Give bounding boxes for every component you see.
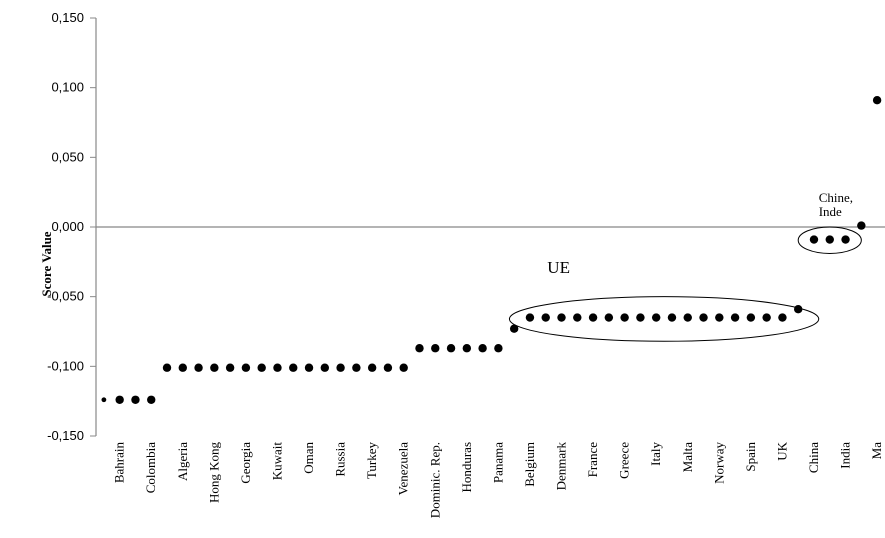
annotation-label: Chine, (819, 190, 853, 205)
data-point (809, 235, 819, 244)
data-point (872, 96, 882, 105)
ue-group-ellipse (508, 296, 820, 342)
data-point (131, 395, 140, 404)
data-point (320, 363, 330, 372)
data-point (147, 395, 156, 404)
x-tick-label: Norway (711, 442, 726, 484)
y-tick-labels: 0,150 0,100 0,050 0,000 -0,050 -0,100 -0,150 (47, 10, 84, 443)
data-point (588, 313, 598, 322)
data-point (178, 363, 187, 372)
x-tick-labels: Bahrain Colombia Algeria Hong Kong Georgia Ku… (112, 441, 884, 518)
x-tick-label: France (585, 442, 600, 478)
data-point (746, 313, 756, 322)
data-point (478, 344, 487, 353)
data-point (620, 313, 629, 322)
data-point (667, 313, 677, 322)
data-point (352, 363, 361, 372)
data-point (636, 313, 645, 322)
data-point (841, 235, 850, 244)
x-tick-label: Honduras (459, 442, 474, 493)
x-tick-label: Russia (333, 442, 348, 477)
data-point (557, 313, 566, 322)
data-point (431, 344, 440, 353)
data-point (715, 313, 724, 322)
data-point (241, 363, 251, 372)
data-points (101, 96, 882, 404)
data-point (683, 313, 692, 322)
data-point (794, 305, 803, 314)
data-point (257, 363, 266, 372)
y-tick-label: -0,050 (47, 289, 84, 304)
axes (90, 17, 885, 437)
group-ellipses (508, 226, 862, 342)
data-point (383, 363, 393, 372)
y-tick-label: -0,100 (47, 358, 84, 373)
data-point (541, 313, 550, 322)
x-tick-label: Belgium (522, 442, 537, 487)
y-tick-label: 0,000 (51, 219, 84, 234)
data-point (115, 395, 124, 404)
data-point (367, 363, 377, 372)
data-point (304, 363, 314, 372)
data-point (225, 363, 235, 372)
x-tick-label: Oman (301, 442, 316, 474)
annotation-label: UE (547, 258, 570, 277)
data-point (857, 221, 866, 230)
y-tick-label: 0,150 (51, 10, 84, 25)
x-tick-label: UK (774, 441, 789, 460)
y-tick-label: -0,150 (47, 428, 84, 443)
x-tick-label: Hong Kong (206, 442, 221, 504)
x-tick-label: Turkey (364, 442, 379, 480)
data-point (699, 313, 708, 322)
data-point (210, 363, 219, 372)
data-point (778, 313, 787, 322)
data-point (415, 344, 424, 353)
x-tick-label: Panama (490, 442, 505, 483)
annotations: UE Chine,Inde (547, 190, 853, 277)
data-point (509, 324, 519, 333)
x-tick-label: Georgia (238, 442, 253, 484)
x-tick-label: China (806, 442, 821, 473)
x-tick-label: Ma (869, 442, 884, 460)
data-point (651, 313, 661, 322)
y-axis-label: Score Value (39, 231, 54, 296)
data-point (573, 313, 582, 322)
data-point (604, 313, 614, 322)
x-tick-label: India (838, 442, 853, 469)
data-point (494, 344, 503, 353)
data-point (730, 313, 740, 322)
data-point (289, 363, 298, 372)
y-tick-label: 0,050 (51, 149, 84, 164)
data-point (762, 313, 771, 322)
x-tick-label: Colombia (143, 442, 158, 494)
x-tick-label: Denmark (554, 442, 569, 491)
data-point (446, 344, 456, 353)
x-tick-label: Kuwait (269, 442, 284, 481)
data-point (194, 363, 203, 372)
x-tick-label: Dominic. Rep. (427, 442, 442, 518)
data-point (462, 344, 472, 353)
data-point (825, 235, 834, 244)
x-tick-label: Bahrain (112, 442, 127, 484)
data-point (525, 313, 535, 322)
chine-inde-group-ellipse (797, 226, 862, 254)
data-point (399, 363, 408, 372)
x-tick-label: Spain (743, 442, 758, 472)
x-tick-label: Algeria (175, 442, 190, 481)
data-point (336, 363, 345, 372)
annotation-label: Inde (819, 204, 842, 219)
x-tick-label: Malta (680, 442, 695, 473)
data-point (101, 397, 107, 403)
x-tick-label: Venezuela (396, 442, 411, 496)
y-tick-label: 0,100 (51, 80, 84, 95)
x-tick-label: Greece (617, 442, 632, 479)
data-point (273, 363, 282, 372)
data-point (162, 363, 172, 372)
x-tick-label: Italy (648, 442, 663, 466)
